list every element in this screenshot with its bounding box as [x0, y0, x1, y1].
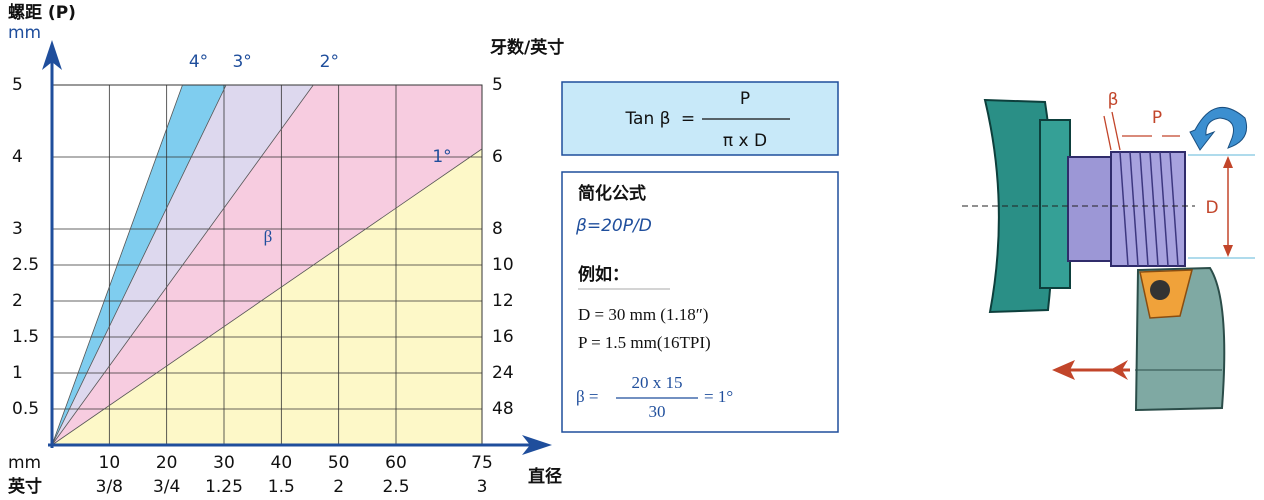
x-tick-label: 75: [471, 453, 493, 473]
lathe-illustration: β P D: [962, 90, 1255, 412]
y-tick-label: 5: [12, 75, 23, 95]
x-unit-inch: 英寸: [8, 476, 42, 497]
beta-label: β: [1108, 90, 1119, 110]
result-rhs: = 1°: [704, 387, 733, 406]
d-label: D: [1205, 198, 1218, 218]
y-unit: mm: [8, 23, 41, 43]
x-tick-label: 30: [213, 453, 235, 473]
formula-eq: =: [681, 109, 695, 129]
right-tick-label: 10: [492, 255, 514, 275]
y-tick-label: 2: [12, 291, 23, 311]
result-lhs: β =: [576, 387, 599, 406]
x-inch-label: 3: [477, 477, 488, 497]
right-tick-label: 12: [492, 291, 514, 311]
x-inch-label: 1.25: [205, 477, 243, 497]
angle-label: 4°: [189, 52, 208, 72]
example-line: D = 30 mm (1.18″): [578, 305, 708, 324]
beta-symbol: β: [264, 227, 273, 246]
y-arrow: [42, 40, 62, 70]
x-tick-label: 10: [99, 453, 121, 473]
right-tick-label: 5: [492, 75, 503, 95]
angle-label: 3°: [232, 52, 251, 72]
angle-label: 2°: [320, 52, 339, 72]
x-inch-label: 3/8: [96, 477, 123, 497]
x-title: 直径: [528, 466, 562, 487]
angle-line: [51, 84, 314, 446]
right-title: 牙数/英寸: [490, 37, 564, 58]
y-tick-label: 1.5: [12, 327, 39, 347]
y-tick-label: 0.5: [12, 399, 39, 419]
x-inch-label: 2.5: [382, 477, 409, 497]
angle-line: [51, 84, 183, 446]
p-label: P: [1152, 108, 1162, 128]
right-tick-label: 24: [492, 363, 514, 383]
x-inch-label: 3/4: [153, 477, 180, 497]
y-title: 螺距 (P): [8, 3, 76, 23]
formula-denominator: π x D: [723, 131, 767, 151]
simplified-formula: β=20P/D: [575, 216, 652, 236]
angle-line: [51, 148, 483, 446]
angle-label: 1°: [432, 147, 451, 167]
x-inch-label: 1.5: [268, 477, 295, 497]
x-inch-label: 2: [333, 477, 344, 497]
formula-numerator: P: [740, 89, 750, 109]
y-tick-label: 2.5: [12, 255, 39, 275]
x-arrow: [522, 435, 552, 455]
right-tick-label: 48: [492, 399, 514, 419]
result-numerator: 20 x 15: [632, 373, 683, 392]
x-tick-label: 60: [385, 453, 407, 473]
example-box: [561, 171, 839, 433]
right-tick-label: 8: [492, 219, 503, 239]
right-tick-label: 16: [492, 327, 514, 347]
right-tick-label: 6: [492, 147, 503, 167]
x-tick-label: 20: [156, 453, 178, 473]
x-tick-label: 50: [328, 453, 350, 473]
formula-lhs: Tan β: [624, 109, 670, 129]
x-tick-label: 40: [271, 453, 293, 473]
x-unit-mm: mm: [8, 453, 41, 473]
simplified-title: 简化公式: [578, 183, 646, 204]
example-title: 例如：: [578, 264, 629, 285]
y-tick-label: 3: [12, 219, 23, 239]
y-tick-label: 4: [12, 147, 23, 167]
example-line: P = 1.5 mm(16TPI): [578, 333, 711, 352]
grid: [51, 84, 483, 446]
formula-box: [561, 81, 839, 156]
result-denominator: 30: [649, 402, 666, 421]
y-tick-label: 1: [12, 363, 23, 383]
angle-line: [51, 84, 227, 446]
